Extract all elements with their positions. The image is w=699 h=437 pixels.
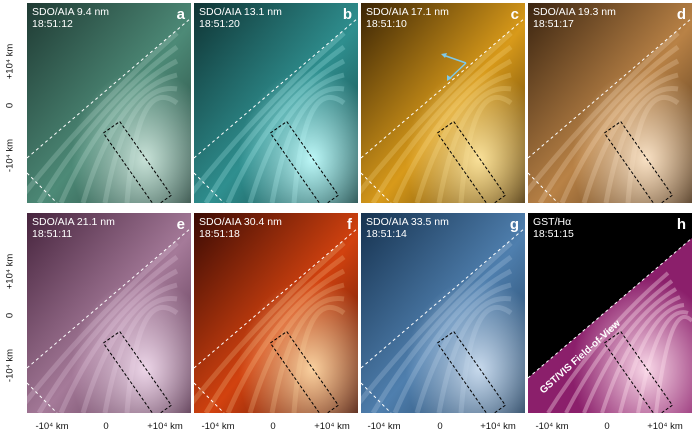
y-tick-label: +10⁴ km xyxy=(4,253,16,290)
panel-label: SDO/AIA 30.4 nm 18:51:18 xyxy=(199,216,282,240)
panel-e: SDO/AIA 21.1 nm 18:51:11 e xyxy=(27,213,191,413)
panel-image xyxy=(361,3,525,203)
panel-a: SDO/AIA 9.4 nm 18:51:12 a xyxy=(27,3,191,203)
panel-letter: c xyxy=(510,6,519,23)
panel-letter: b xyxy=(342,6,352,23)
time-label: 18:51:15 xyxy=(533,228,574,240)
panel-letter: f xyxy=(347,216,352,233)
x-tick-label: +10⁴ km xyxy=(147,421,183,432)
time-label: 18:51:12 xyxy=(32,18,73,30)
panel-b: SDO/AIA 13.1 nm 18:51:20 b xyxy=(194,3,358,203)
x-tick-label: -10⁴ km xyxy=(535,421,569,432)
instrument-label: SDO/AIA 33.5 nm xyxy=(366,216,449,228)
instrument-label: SDO/AIA 19.3 nm xyxy=(533,6,616,18)
panel-label: SDO/AIA 33.5 nm 18:51:14 xyxy=(366,216,449,240)
y-tick-label: 0 xyxy=(4,312,16,319)
time-label: 18:51:17 xyxy=(533,18,574,30)
panel-label: SDO/AIA 19.3 nm 18:51:17 xyxy=(533,6,616,30)
panel-image xyxy=(361,213,525,413)
x-tick-label: -10⁴ km xyxy=(201,421,235,432)
panel-d: SDO/AIA 19.3 nm 18:51:17 d xyxy=(528,3,692,203)
x-tick-label: 0 xyxy=(103,421,109,432)
instrument-label: SDO/AIA 17.1 nm xyxy=(366,6,449,18)
panel-image xyxy=(528,213,692,413)
panel-image xyxy=(194,3,358,203)
x-tick-label: 0 xyxy=(437,421,443,432)
panel-letter: d xyxy=(676,6,686,23)
panel-letter: e xyxy=(176,216,185,233)
instrument-label: SDO/AIA 21.1 nm xyxy=(32,216,115,228)
panel-image xyxy=(27,213,191,413)
y-tick-label: +10⁴ km xyxy=(4,43,16,80)
panel-label: SDO/AIA 9.4 nm 18:51:12 xyxy=(32,6,109,30)
x-tick-label: 0 xyxy=(604,421,610,432)
instrument-label: SDO/AIA 9.4 nm xyxy=(32,6,110,18)
time-label: 18:51:20 xyxy=(199,18,240,30)
x-tick-label: 0 xyxy=(270,421,276,432)
time-label: 18:51:14 xyxy=(366,228,407,240)
time-label: 18:51:10 xyxy=(366,18,407,30)
panel-letter: g xyxy=(509,216,519,233)
panel-image xyxy=(528,3,692,203)
panel-letter: a xyxy=(176,6,185,23)
panel-g: SDO/AIA 33.5 nm 18:51:14 g xyxy=(361,213,525,413)
region-box xyxy=(603,120,674,203)
panel-f: SDO/AIA 30.4 nm 18:51:18 f xyxy=(194,213,358,413)
time-label: 18:51:11 xyxy=(32,228,73,240)
panel-image xyxy=(194,213,358,413)
x-tick-label: +10⁴ km xyxy=(647,421,683,432)
y-tick-label: -10⁴ km xyxy=(4,138,16,173)
panel-image xyxy=(27,3,191,203)
panel-label: SDO/AIA 17.1 nm 18:51:10 xyxy=(366,6,449,30)
time-label: 18:51:18 xyxy=(199,228,240,240)
x-tick-label: +10⁴ km xyxy=(314,421,350,432)
panel-c: SDO/AIA 17.1 nm 18:51:10 c xyxy=(361,3,525,203)
panel-label: SDO/AIA 13.1 nm 18:51:20 xyxy=(199,6,282,30)
instrument-label: SDO/AIA 30.4 nm xyxy=(199,216,282,228)
x-tick-label: -10⁴ km xyxy=(367,421,401,432)
x-tick-label: -10⁴ km xyxy=(35,421,69,432)
y-tick-label: -10⁴ km xyxy=(4,348,16,383)
panel-h: GST/Hα 18:51:15 h GST/VIS Field-of-View xyxy=(528,213,692,413)
panel-label: GST/Hα 18:51:15 xyxy=(533,216,574,240)
panel-letter: h xyxy=(676,216,686,233)
x-tick-label: +10⁴ km xyxy=(480,421,516,432)
instrument-label: SDO/AIA 13.1 nm xyxy=(199,6,282,18)
instrument-label: GST/Hα xyxy=(533,216,572,228)
panel-label: SDO/AIA 21.1 nm 18:51:11 xyxy=(32,216,115,240)
y-tick-label: 0 xyxy=(4,102,16,109)
